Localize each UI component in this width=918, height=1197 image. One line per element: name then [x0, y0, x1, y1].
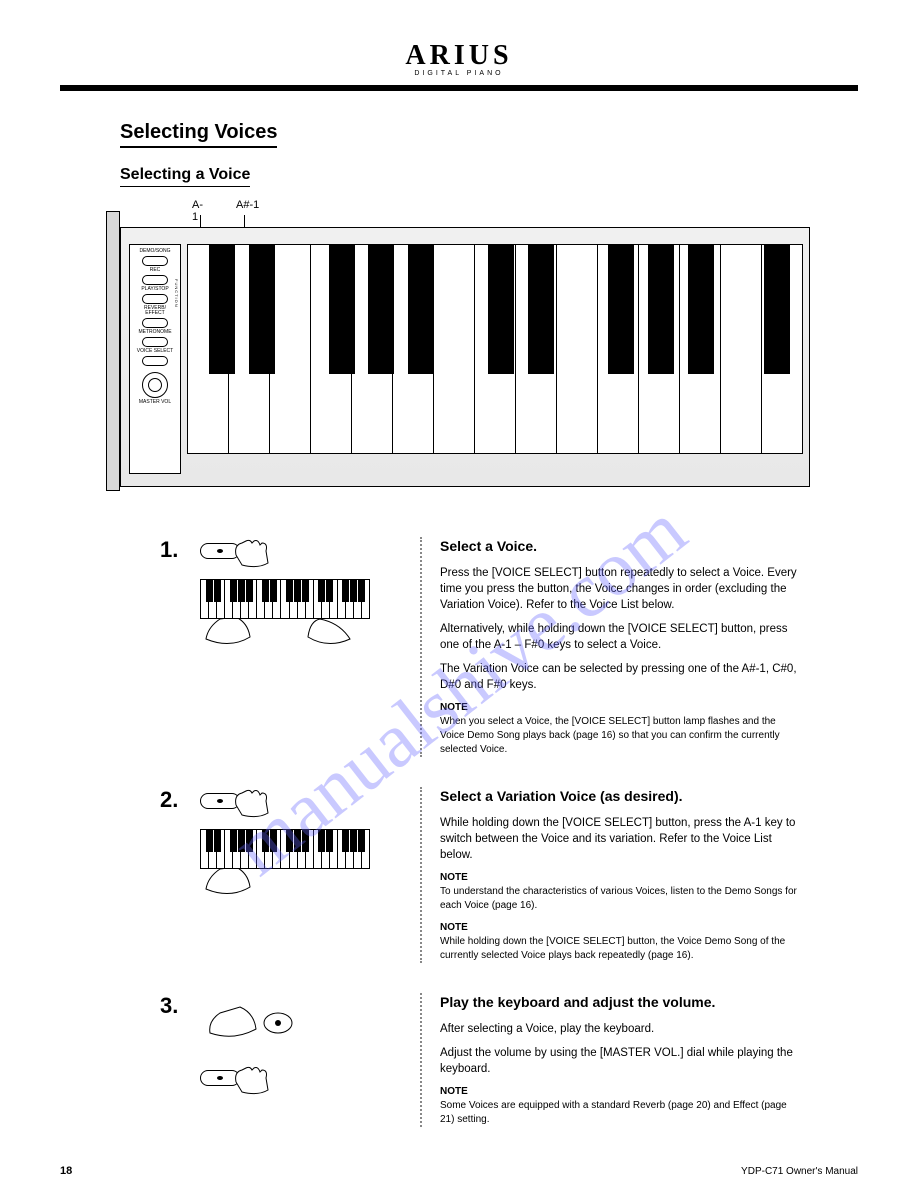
panel-label-metronome: METRONOME: [138, 330, 171, 335]
button-press-icon: [200, 787, 280, 823]
section-title: Selecting Voices: [120, 121, 277, 148]
metronome-button[interactable]: [142, 337, 168, 347]
hand-icon: [228, 1062, 278, 1098]
step-2-note1: To understand the characteristics of var…: [440, 885, 798, 913]
step-3-text: Play the keyboard and adjust the volume.…: [440, 993, 798, 1127]
button-press-icon: [200, 537, 280, 573]
step-1-heading: Select a Voice.: [440, 537, 798, 557]
piano-body: DEMO/SONG REC PLAY/STOP REVERB/ EFFECT M…: [120, 227, 810, 487]
black-key: [329, 245, 355, 374]
control-panel: DEMO/SONG REC PLAY/STOP REVERB/ EFFECT M…: [129, 244, 181, 474]
black-key: [528, 245, 554, 374]
step-3-number: 3.: [160, 993, 178, 1019]
step-2-note-label: NOTE: [440, 871, 798, 885]
step-3-note-label: NOTE: [440, 1085, 798, 1099]
steps-area: 1.: [120, 537, 798, 1127]
voice-select-button[interactable]: [142, 356, 168, 366]
step-2-text: Select a Variation Voice (as desired). W…: [440, 787, 798, 963]
step-2-icons: [200, 787, 380, 908]
black-key: [368, 245, 394, 374]
step-3-p2: Adjust the volume by using the [MASTER V…: [440, 1045, 798, 1077]
panel-label-play: PLAY/STOP: [141, 287, 168, 292]
two-hands-icon: [200, 613, 370, 653]
play-hand-icon: [200, 993, 320, 1043]
step-2-note2: While holding down the [VOICE SELECT] bu…: [440, 935, 798, 963]
step-3-note: Some Voices are equipped with a standard…: [440, 1099, 798, 1127]
step-3-heading: Play the keyboard and adjust the volume.: [440, 993, 798, 1013]
subsection-title: Selecting a Voice: [120, 166, 250, 187]
step-3-icons: [200, 993, 380, 1100]
black-key: [209, 245, 235, 374]
key-label-asharp-1: A#-1: [236, 199, 259, 211]
mini-keyboard-icon: [200, 579, 380, 658]
key-label-a-1: A-1: [192, 199, 203, 223]
keyboard-keys: [187, 244, 803, 454]
step-1-note: When you select a Voice, the [VOICE SELE…: [440, 715, 798, 757]
black-key: [608, 245, 634, 374]
demo-song-button[interactable]: [142, 256, 168, 266]
step-1-number: 1.: [160, 537, 178, 563]
step-1-icons: [200, 537, 380, 658]
step-2-note-label2: NOTE: [440, 921, 798, 935]
header-rule: [60, 85, 858, 91]
step-1-p2: Alternatively, while holding down the [V…: [440, 621, 798, 653]
footer-ref: YDP-C71 Owner's Manual: [741, 1166, 858, 1177]
panel-label-reverb: REVERB/ EFFECT: [144, 306, 166, 316]
panel-label-rec: REC: [150, 268, 161, 273]
black-key: [688, 245, 714, 374]
step-2-p1: While holding down the [VOICE SELECT] bu…: [440, 815, 798, 863]
step-3-p1: After selecting a Voice, play the keyboa…: [440, 1021, 798, 1037]
panel-label-voice: VOICE SELECT: [137, 349, 173, 354]
one-hand-icon: [200, 863, 370, 903]
black-key: [488, 245, 514, 374]
panel-label-mastervol: MASTER VOL: [139, 400, 171, 405]
step-1-p3: The Variation Voice can be selected by p…: [440, 661, 798, 693]
black-key: [249, 245, 275, 374]
step-3-divider: [420, 993, 422, 1127]
brand-tagline: DIGITAL PIANO: [60, 70, 858, 77]
step-1-divider: [420, 537, 422, 757]
black-key: [648, 245, 674, 374]
panel-label-demo: DEMO/SONG: [139, 249, 170, 254]
mini-keyboard-icon: [200, 829, 380, 908]
hand-icon: [228, 785, 278, 821]
brand-block: ARIUS DIGITAL PIANO: [60, 40, 858, 77]
reverb-effect-button[interactable]: [142, 318, 168, 328]
step-2-divider: [420, 787, 422, 963]
black-key: [408, 245, 434, 374]
step-1-text: Select a Voice. Press the [VOICE SELECT]…: [440, 537, 798, 757]
step-1: 1.: [120, 537, 798, 757]
black-key: [764, 245, 790, 374]
step-2-number: 2.: [160, 787, 178, 813]
panel-label-function: FUNCTION: [174, 279, 179, 308]
page-number: 18: [60, 1165, 72, 1177]
hand-icon: [228, 535, 278, 571]
step-1-p1: Press the [VOICE SELECT] button repeated…: [440, 565, 798, 613]
piano-left-cap: [106, 211, 120, 491]
piano-diagram: A-1 A#-1 DEMO/SONG REC PLAY/STOP REVERB/…: [120, 217, 820, 497]
step-3: 3. Play the keyboard and adjust the volu…: [120, 993, 798, 1127]
rec-button[interactable]: [142, 275, 168, 285]
step-1-note-label: NOTE: [440, 701, 798, 715]
step-2-heading: Select a Variation Voice (as desired).: [440, 787, 798, 807]
step-2: 2. Select a: [120, 787, 798, 963]
brand-name: ARIUS: [60, 40, 858, 72]
knob-hand-icon: [200, 1064, 280, 1100]
play-stop-button[interactable]: [142, 294, 168, 304]
master-vol-knob[interactable]: [142, 372, 168, 398]
